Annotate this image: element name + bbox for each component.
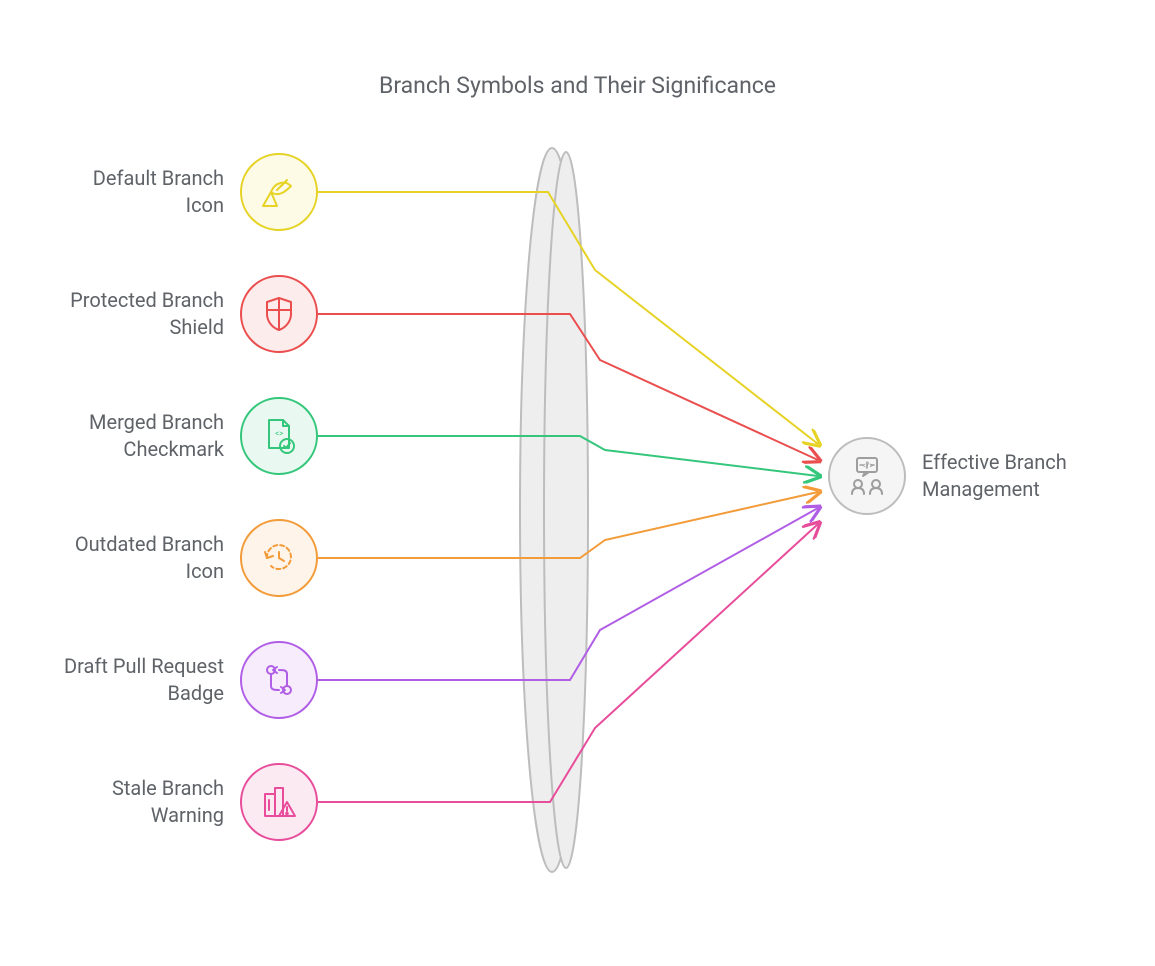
input-stale-label: Stale Branch Warning — [64, 775, 224, 829]
svg-text:<>: <> — [275, 429, 283, 438]
input-default: Default Branch Icon — [64, 153, 318, 231]
svg-text:</>: </> — [862, 461, 874, 470]
input-outdated: Outdated Branch Icon — [64, 519, 318, 597]
history-icon — [240, 519, 318, 597]
shield-icon — [240, 275, 318, 353]
diagram-title: Branch Symbols and Their Significance — [0, 72, 1155, 99]
output-node: </> Effective Branch Management — [828, 437, 1102, 515]
warning-icon — [240, 763, 318, 841]
funnel-outer — [520, 148, 584, 872]
connector-default — [318, 192, 818, 444]
connector-protected — [318, 314, 818, 460]
funnel-inner — [544, 152, 588, 868]
input-stale: Stale Branch Warning — [64, 763, 318, 841]
input-draft-label: Draft Pull Request Badge — [64, 653, 224, 707]
connector-stale — [318, 524, 818, 802]
pull-request-icon — [240, 641, 318, 719]
output-label: Effective Branch Management — [922, 449, 1102, 503]
input-default-label: Default Branch Icon — [64, 165, 224, 219]
input-outdated-label: Outdated Branch Icon — [64, 531, 224, 585]
checkmark-doc-icon: <> — [240, 397, 318, 475]
input-merged-label: Merged Branch Checkmark — [64, 409, 224, 463]
team-code-icon: </> — [828, 437, 906, 515]
input-protected-label: Protected Branch Shield — [64, 287, 224, 341]
diagram-container: Branch Symbols and Their Significance — [0, 0, 1155, 966]
connector-draft — [318, 508, 818, 680]
input-protected: Protected Branch Shield — [64, 275, 318, 353]
input-draft: Draft Pull Request Badge — [64, 641, 318, 719]
input-merged: Merged Branch Checkmark <> — [64, 397, 318, 475]
connector-outdated — [318, 492, 818, 558]
connector-merged — [318, 436, 818, 476]
default-branch-icon — [240, 153, 318, 231]
